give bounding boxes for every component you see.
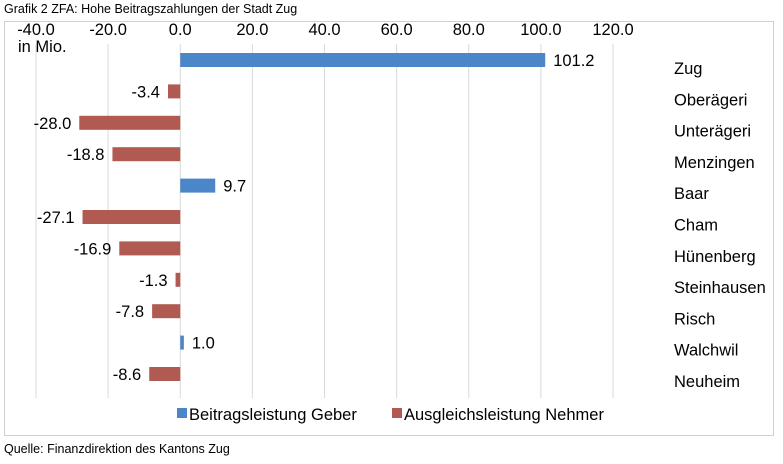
x-tick-label: 100.0	[520, 21, 561, 39]
data-label: -8.6	[113, 366, 141, 384]
x-tick-label: 60.0	[381, 21, 413, 39]
bar-geber	[180, 178, 216, 193]
legend-swatch-nehmer	[392, 408, 402, 418]
category-label: Menzingen	[674, 154, 755, 172]
data-label: -16.9	[74, 240, 112, 258]
category-label: Unterägeri	[674, 123, 751, 141]
bar-nehmer	[175, 272, 181, 287]
x-tick-label: -40.0	[17, 21, 55, 39]
bar-nehmer	[119, 241, 181, 256]
bar-nehmer	[167, 84, 181, 99]
category-label: Neuheim	[674, 373, 740, 391]
bars	[79, 53, 546, 381]
x-tick-label: 120.0	[592, 21, 633, 39]
category-label: Zug	[674, 60, 702, 78]
x-tick-label: 40.0	[308, 21, 340, 39]
unit-label: in Mio.	[18, 38, 67, 56]
legend-label-nehmer: Ausgleichsleistung Nehmer	[404, 406, 604, 424]
category-labels: Zug Oberägeri Unterägeri Menzingen Baar Cham H…	[674, 60, 766, 391]
bar-nehmer	[152, 304, 181, 319]
category-label: Hünenberg	[674, 248, 756, 266]
data-label: 1.0	[192, 335, 215, 353]
data-label: 101.2	[553, 52, 594, 70]
data-label: 9.7	[223, 178, 246, 196]
bar-geber	[180, 335, 184, 350]
chart-title: Grafik 2 ZFA: Hohe Beitragszahlungen der…	[4, 2, 298, 16]
data-label: -18.8	[67, 146, 105, 164]
data-label: -3.4	[132, 83, 160, 101]
data-label: -7.8	[116, 303, 144, 321]
legend-label-geber: Beitragsleistung Geber	[189, 406, 357, 424]
bar-nehmer	[82, 210, 181, 224]
x-tick-label: 80.0	[453, 21, 485, 39]
data-label: -28.0	[34, 115, 72, 133]
category-label: Walchwil	[674, 342, 738, 360]
category-label: Baar	[674, 185, 709, 203]
x-tick-labels: -40.0 -20.0 0.0 20.0 40.0 60.0 80.0 100.0 120.0	[17, 21, 633, 39]
data-label: -27.1	[37, 209, 75, 227]
x-tick-label: 0.0	[169, 21, 192, 39]
bar-nehmer	[79, 115, 181, 130]
legend-swatch-geber	[177, 408, 187, 418]
category-label: Risch	[674, 310, 715, 328]
category-label: Cham	[674, 217, 718, 235]
source-note: Quelle: Finanzdirektion des Kantons Zug	[4, 442, 230, 456]
legend: Beitragsleistung Geber Ausgleichsleistun…	[177, 406, 604, 424]
x-tick-label: -20.0	[89, 21, 127, 39]
bar-nehmer	[112, 147, 181, 162]
chart-frame	[4, 21, 774, 436]
x-tick-label: 20.0	[236, 21, 268, 39]
bar-geber	[180, 53, 546, 67]
bar-nehmer	[149, 367, 181, 381]
data-labels: 101.2 -3.4 -28.0 -18.8 9.7 -27.1 -16.9 -1.3 -7.8…	[34, 52, 595, 384]
data-label: -1.3	[139, 272, 167, 290]
category-label: Oberägeri	[674, 91, 747, 109]
category-label: Steinhausen	[674, 279, 766, 297]
